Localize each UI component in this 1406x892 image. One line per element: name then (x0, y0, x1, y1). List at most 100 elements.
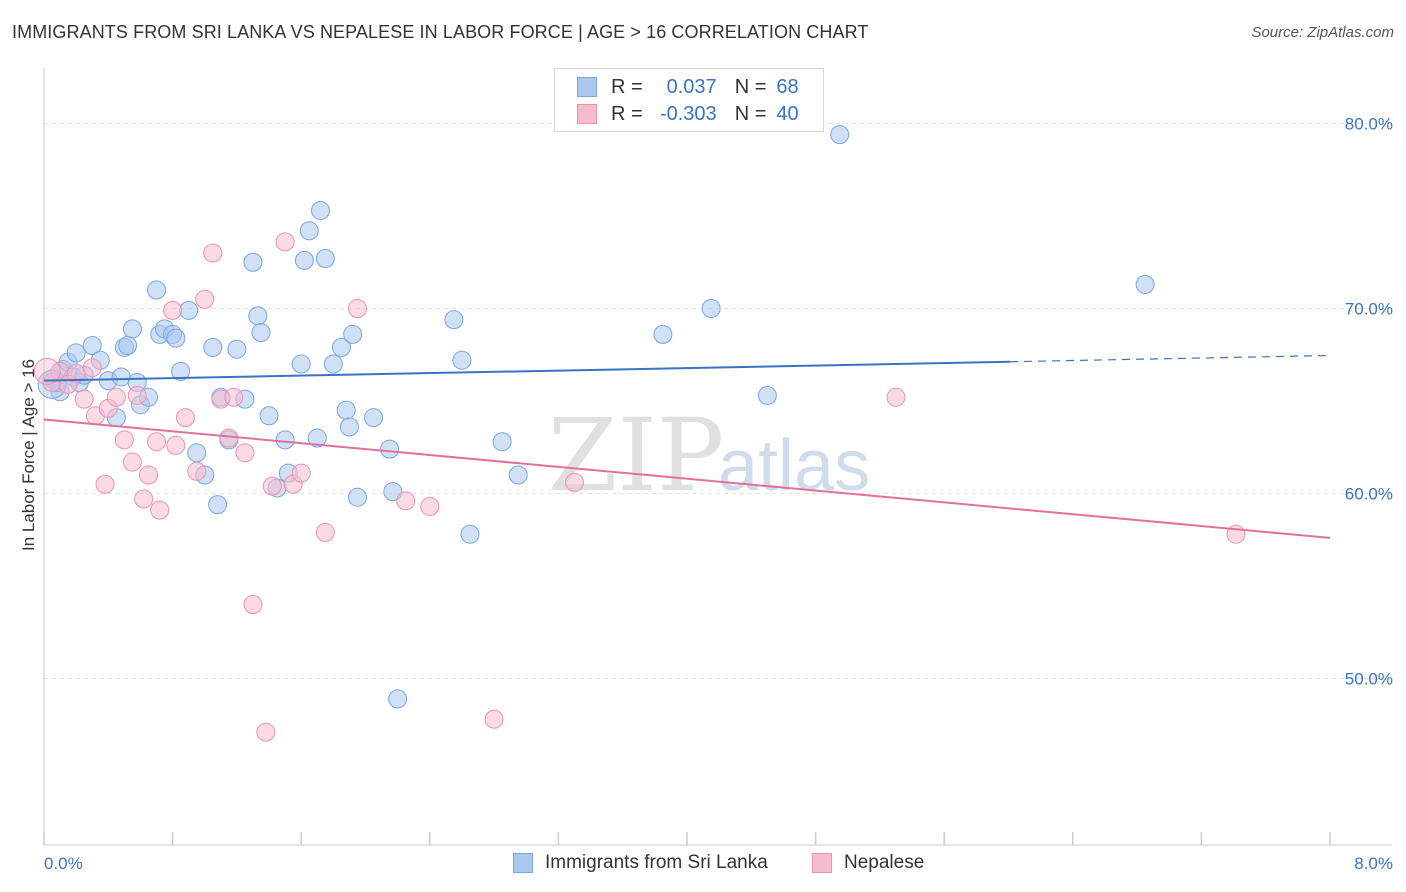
data-point (492, 432, 512, 452)
data-point (343, 324, 363, 344)
data-point (138, 465, 158, 485)
data-point (82, 358, 102, 378)
data-point (339, 417, 359, 437)
bottom-legend-swatch-blue (513, 853, 533, 873)
bottom-legend-label: Immigrants from Sri Lanka (545, 852, 768, 873)
data-point (82, 336, 102, 355)
data-point (323, 354, 343, 374)
data-point (187, 443, 207, 463)
legend-row-sri-lanka: R = 0.037 N = 68 (577, 74, 799, 100)
data-point (460, 524, 480, 544)
bottom-legend-sri-lanka: Immigrants from Sri Lanka (513, 852, 768, 874)
legend-row-nepalese: R = -0.303 N = 40 (577, 101, 799, 127)
y-tick-label: 80.0% (1345, 115, 1393, 134)
legend-r-label: R = (611, 75, 643, 98)
data-point (420, 496, 440, 516)
data-point (187, 461, 207, 481)
y-tick-label: 70.0% (1345, 300, 1393, 319)
data-point-cluster (33, 357, 61, 385)
data-point (203, 337, 223, 357)
data-point (122, 319, 142, 339)
data-point (380, 439, 400, 459)
data-point (653, 324, 673, 344)
trend-line-sri-lanka (43, 360, 1011, 382)
data-point (444, 310, 464, 330)
data-point (396, 491, 416, 511)
data-point (203, 243, 223, 263)
data-point (243, 595, 263, 614)
data-point (134, 489, 154, 509)
data-point (66, 343, 86, 363)
data-point (383, 482, 403, 502)
legend-r-value: -0.303 (659, 102, 717, 125)
data-point (256, 722, 276, 742)
data-point (150, 500, 170, 520)
data-point (336, 400, 356, 420)
data-point (114, 430, 134, 450)
data-point (208, 495, 228, 515)
y-tick-labels: 50.0% 60.0% 70.0% 80.0% (1345, 115, 1393, 689)
data-point (275, 232, 295, 252)
legend-n-value: 68 (776, 75, 799, 98)
x-tick-label-max: 8.0% (1354, 854, 1393, 873)
data-point (364, 408, 384, 428)
legend-r-label: R = (611, 102, 643, 125)
data-point (224, 387, 244, 407)
data-point (163, 300, 183, 320)
legend-swatch-blue (577, 77, 597, 97)
y-tick-label: 60.0% (1345, 485, 1393, 504)
trend-line-sri-lanka-extension (1009, 354, 1331, 363)
data-point (106, 387, 126, 407)
data-point (166, 435, 186, 455)
bottom-legend-swatch-pink (812, 853, 832, 873)
axes (43, 68, 1392, 846)
legend-n-value: 40 (776, 102, 799, 125)
data-point (122, 452, 142, 472)
data-point (111, 367, 131, 387)
data-point (315, 522, 335, 542)
data-point (347, 299, 367, 318)
data-point (886, 387, 906, 407)
bottom-legend-nepalese: Nepalese (812, 852, 924, 874)
legend-box: R = 0.037 N = 68 R = -0.303 N = 40 (554, 68, 824, 132)
data-point (310, 200, 330, 220)
data-point (259, 406, 279, 426)
data-point (127, 385, 147, 405)
data-point (118, 336, 138, 355)
data-point (175, 408, 195, 428)
data-point (452, 350, 472, 370)
data-point (388, 689, 408, 709)
data-point (757, 385, 777, 405)
data-point (564, 472, 584, 492)
data-point (307, 428, 327, 448)
data-point (291, 463, 311, 483)
data-point (331, 337, 351, 357)
legend-n-label: N = (734, 102, 767, 125)
legend-r-value: 0.037 (666, 75, 717, 98)
data-point (195, 289, 215, 309)
data-point (74, 389, 94, 409)
data-point (275, 430, 295, 450)
data-point (251, 323, 271, 343)
x-ticks (43, 832, 1331, 845)
data-point (299, 221, 319, 241)
legend-n-label: N = (734, 75, 767, 98)
data-point (248, 306, 268, 326)
data-point (147, 280, 167, 300)
data-point (171, 361, 191, 381)
data-point (508, 465, 528, 485)
x-tick-label-min: 0.0% (44, 854, 83, 873)
data-point (243, 252, 263, 272)
data-point (701, 299, 721, 318)
data-point (291, 354, 311, 374)
watermark-zip: ZIP (548, 397, 724, 514)
y-tick-label: 50.0% (1345, 670, 1393, 689)
data-point (179, 300, 199, 320)
data-point (147, 432, 167, 452)
data-point (347, 487, 367, 507)
data-point (484, 709, 504, 729)
chart-title: IMMIGRANTS FROM SRI LANKA VS NEPALESE IN… (12, 22, 869, 42)
data-point (166, 328, 186, 348)
data-point (294, 250, 314, 270)
